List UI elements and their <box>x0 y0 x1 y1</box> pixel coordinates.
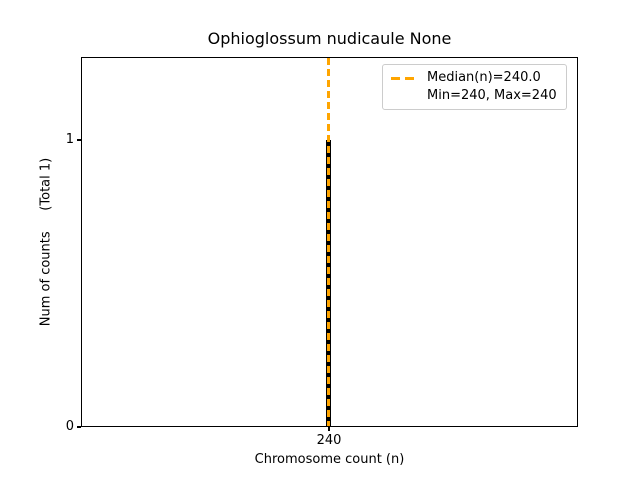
ytick-label-1: 1 <box>65 132 74 147</box>
median-dashed-line-swatch <box>391 76 419 80</box>
ytick-mark-1 <box>77 139 81 141</box>
legend-entry-minmax: Min=240, Max=240 <box>391 87 557 105</box>
plot-area <box>81 57 578 427</box>
x-axis-label: Chromosome count (n) <box>254 452 405 467</box>
median-line <box>327 58 330 426</box>
legend-entry-median: Median(n)=240.0 <box>391 69 557 87</box>
legend-label-minmax: Min=240, Max=240 <box>427 88 557 103</box>
legend: Median(n)=240.0 Min=240, Max=240 <box>382 64 567 110</box>
chart-title: Ophioglossum nudicaule None <box>207 29 452 48</box>
xtick-label-240: 240 <box>316 433 342 448</box>
legend-label-median: Median(n)=240.0 <box>427 70 541 85</box>
xtick-mark-240 <box>328 427 330 431</box>
empty-legend-swatch <box>391 95 419 98</box>
y-axis-label: Num of counts (Total 1) <box>38 157 54 327</box>
ytick-mark-0 <box>77 426 81 428</box>
ytick-label-0: 0 <box>65 419 74 434</box>
